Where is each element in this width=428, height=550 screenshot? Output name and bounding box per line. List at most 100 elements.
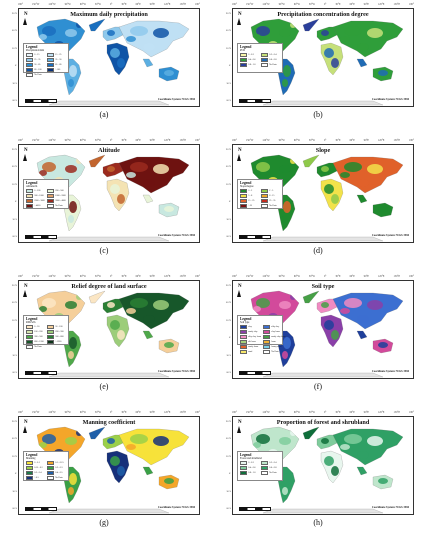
legend-swatch	[26, 329, 33, 334]
continent-shape	[302, 18, 320, 32]
latitude-tick-label: 60°N	[11, 301, 17, 305]
map-region-patch	[68, 79, 74, 87]
latitude-tick-label: 90°N	[225, 284, 231, 287]
map-region-patch	[164, 478, 174, 484]
map-region-patch	[279, 301, 291, 309]
longitude-tick-label: 90°W	[278, 139, 285, 142]
coordinate-system-label: Coordinate System: WGS 1984	[157, 98, 195, 101]
map-region-patch	[367, 164, 383, 174]
map-region-patch	[130, 26, 148, 36]
legend-swatch	[240, 329, 247, 334]
scale-bar	[25, 371, 57, 375]
legend-item-label: > 1200	[55, 340, 62, 343]
legend-swatch	[26, 72, 33, 77]
latitude-tick-label: 60°S	[226, 370, 231, 374]
legend-item: silt loam	[240, 339, 261, 344]
coordinate-system-label: Coordinate System: WGS 1984	[371, 506, 409, 509]
map-panel: 180° 150°W 120°W 90°W 60°W 30°W 0° 30°E 60°E 90°E…	[220, 410, 416, 527]
map-region-patch	[283, 65, 291, 77]
map-region-patch	[283, 201, 291, 213]
map-region-patch	[344, 162, 362, 172]
legend-subtitle: PCD	[240, 49, 246, 52]
legend-item: 0.4 - 0.6	[240, 465, 259, 470]
longitude-ticks: 180° 150°W 120°W 90°W 60°W 30°W 0° 30°E 60°E 90°E…	[18, 138, 200, 144]
latitude-tick-label: 60°N	[225, 29, 231, 33]
map-region-patch	[143, 179, 155, 187]
map-region-patch	[164, 70, 174, 76]
continent-shape	[142, 194, 154, 204]
latitude-tick-label: 30°S	[226, 353, 231, 357]
legend-title: Legend	[26, 45, 38, 49]
latitude-tick-label: 60°N	[11, 29, 17, 33]
latitude-tick-label: 90°N	[11, 12, 17, 15]
legend-item: No Data	[26, 72, 45, 77]
map-region-patch	[321, 438, 329, 444]
continent-shape	[106, 42, 130, 76]
legend-swatch	[263, 349, 271, 354]
continent-shape	[142, 466, 154, 476]
map-region-patch	[378, 206, 388, 212]
latitude-ticks: 90°N 60°N 30°N 0° 30°S 60°S	[6, 12, 17, 102]
antarctica-shape	[48, 508, 170, 514]
map-region-patch	[321, 30, 329, 36]
longitude-tick-label: 150°W	[31, 411, 40, 414]
map-region-patch	[357, 179, 369, 187]
panel-caption: (f)	[314, 382, 322, 391]
legend-item: 500 - 800	[47, 334, 66, 339]
scale-bar	[239, 507, 271, 511]
legend-item: 0.4 - 0.5	[47, 470, 66, 475]
legend-item: sandy clay	[240, 329, 261, 334]
longitude-tick-label: 60°W	[293, 411, 300, 414]
legend-item: 0 - 0.2	[240, 52, 259, 57]
longitude-tick-label: 180°	[195, 3, 200, 6]
legend-subtitle: Soil type	[240, 321, 250, 324]
legend-swatch	[26, 470, 33, 475]
legend-swatch	[240, 334, 247, 339]
latitude-tick-label: 60°S	[12, 234, 17, 238]
map-region-patch	[344, 298, 362, 308]
legend-item-label: sandy clay	[248, 330, 258, 333]
scale-bar	[25, 507, 57, 511]
longitude-tick-label: 150°W	[31, 139, 40, 142]
map-region-patch	[253, 442, 261, 448]
legend-swatch	[47, 334, 54, 339]
latitude-tick-label: 0°	[14, 472, 17, 476]
continent-shape	[106, 178, 130, 212]
continent-shape	[88, 18, 106, 32]
coordinate-system-label: Coordinate System: WGS 1984	[371, 98, 409, 101]
longitude-ticks: 180° 150°W 120°W 90°W 60°W 30°W 0° 30°E 60°E 90°E…	[232, 274, 414, 280]
map-region-patch	[42, 26, 56, 36]
legend-grid: 0 - 200 200 - 500 500 - 1000 1000 - 2000 200…	[26, 188, 66, 208]
scale-bar	[25, 235, 57, 239]
antarctica-shape	[48, 372, 170, 378]
longitude-tick-label: 150°E	[393, 275, 401, 278]
legend-swatch	[47, 339, 54, 344]
legend-item-label: No Data	[34, 345, 42, 348]
longitude-tick-label: 120°E	[164, 411, 171, 414]
world-map	[250, 426, 404, 514]
legend-swatch	[261, 188, 268, 193]
legend-swatch	[26, 188, 33, 193]
legend-item-label: 0 - 15	[34, 53, 40, 56]
latitude-tick-label: 30°S	[12, 81, 17, 85]
latitude-tick-label: 30°N	[225, 46, 231, 50]
legend-item-label: clay	[248, 325, 252, 328]
coordinate-system-label: Coordinate System: WGS 1984	[157, 506, 195, 509]
latitude-tick-label: 0°	[14, 336, 17, 340]
legend-swatch	[261, 465, 268, 470]
map-region-patch	[324, 456, 334, 466]
map-region-patch	[65, 301, 77, 309]
map-frame: Altitude N Legend Altitude/m 0 - 200 200 - 50…	[18, 144, 200, 243]
map-region-patch	[126, 444, 136, 450]
latitude-tick-label: 60°N	[225, 301, 231, 305]
longitude-tick-label: 30°W	[308, 139, 315, 142]
legend-title: Legend	[26, 453, 38, 457]
legend-item-label: 0.6 - 0.8	[269, 466, 277, 469]
map-region-patch	[110, 456, 120, 466]
longitude-tick-label: 180°	[232, 139, 237, 142]
longitude-tick-label: 120°E	[378, 3, 385, 6]
longitude-tick-label: 180°	[195, 139, 200, 142]
longitude-tick-label: 180°	[18, 3, 23, 6]
legend-item: > 0.5	[26, 475, 45, 480]
legend-item-label: No Data	[269, 63, 277, 66]
